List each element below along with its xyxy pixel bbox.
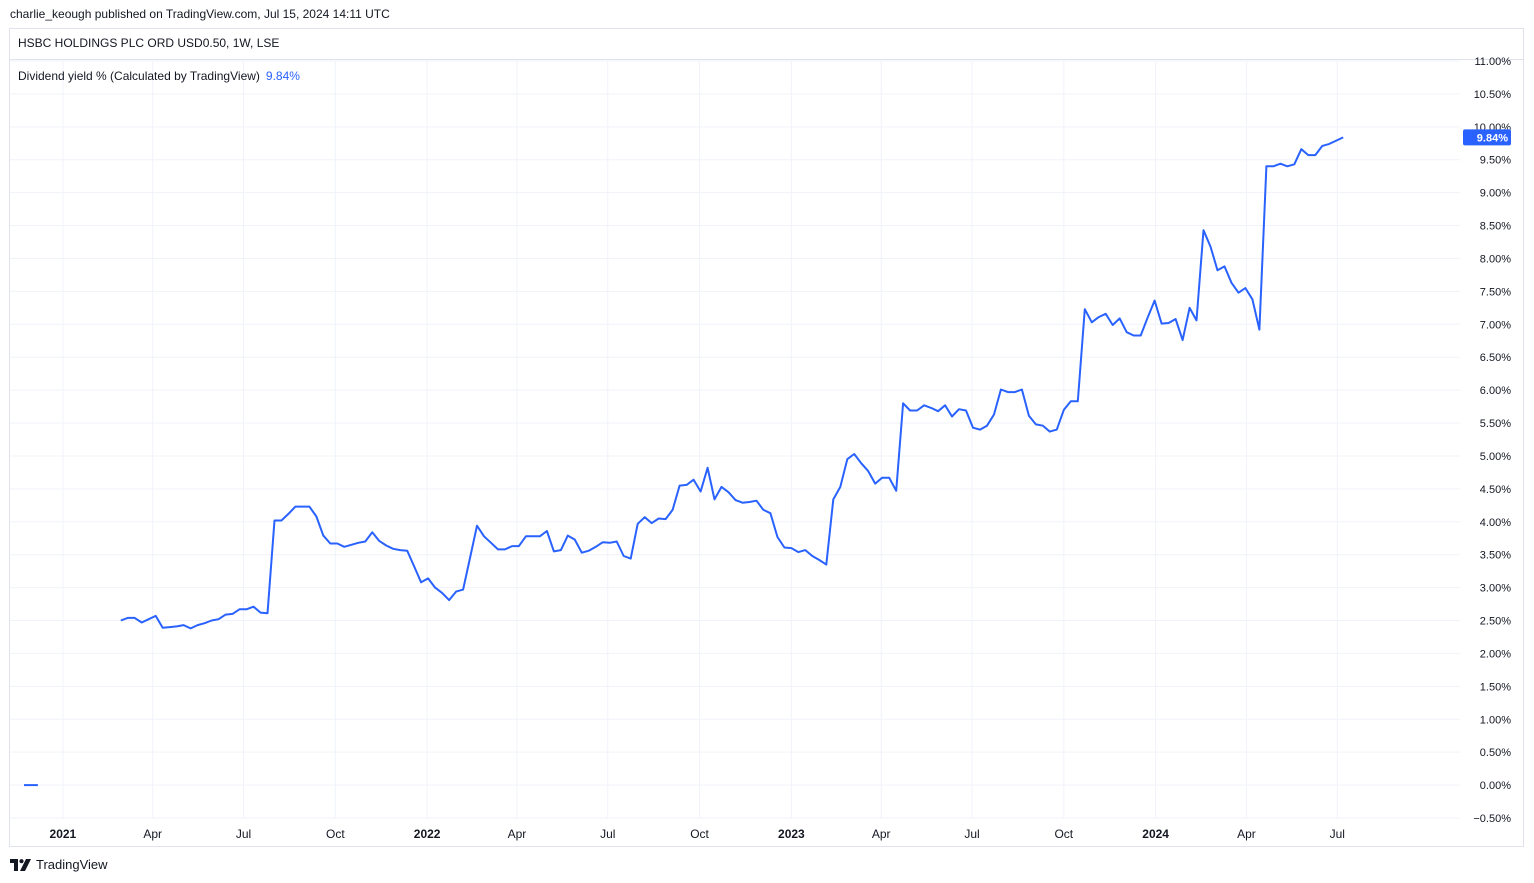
symbol-bar: HSBC HOLDINGS PLC ORD USD0.50, 1W, LSE: [9, 28, 1524, 60]
chart-frame: [9, 28, 1524, 847]
x-tick-label: Jul: [236, 827, 251, 841]
x-tick-label: Apr: [1237, 827, 1256, 841]
y-tick-label: 3.50%: [1480, 550, 1511, 562]
y-tick-label: 1.00%: [1480, 714, 1511, 726]
y-tick-label: 9.00%: [1480, 188, 1511, 200]
published-by-line: charlie_keough published on TradingView.…: [10, 7, 390, 21]
x-tick-label: 2024: [1142, 827, 1169, 841]
series-line[interactable]: [120, 136, 1344, 630]
y-tick-label: 0.50%: [1480, 747, 1511, 759]
x-tick-label: Jul: [1330, 827, 1345, 841]
y-tick-label: 3.00%: [1480, 583, 1511, 595]
x-tick-label: Oct: [326, 827, 345, 841]
y-tick-label: 2.00%: [1480, 648, 1511, 660]
y-tick-label: 0.00%: [1480, 780, 1511, 792]
indicator-legend[interactable]: Dividend yield % (Calculated by TradingV…: [18, 69, 300, 83]
y-tick-label: 2.50%: [1480, 616, 1511, 628]
x-tick-label: 2021: [50, 827, 77, 841]
indicator-value: 9.84%: [265, 69, 300, 83]
x-tick-label: 2023: [778, 827, 805, 841]
symbol-title[interactable]: HSBC HOLDINGS PLC ORD USD0.50, 1W, LSE: [18, 36, 280, 50]
brand-name: TradingView: [36, 857, 108, 872]
x-tick-label: Oct: [690, 827, 709, 841]
y-tick-label: 11.00%: [1475, 56, 1512, 68]
x-tick-label: Jul: [964, 827, 979, 841]
last-value-label: 9.84%: [1477, 132, 1508, 144]
x-tick-label: Oct: [1054, 827, 1073, 841]
y-tick-label: −0.50%: [1473, 813, 1511, 825]
y-tick-label: 5.00%: [1480, 451, 1511, 463]
y-tick-label: 7.50%: [1480, 286, 1511, 298]
indicator-label: Dividend yield % (Calculated by TradingV…: [18, 69, 260, 83]
x-tick-label: Apr: [143, 827, 162, 841]
x-tick-label: Apr: [508, 827, 527, 841]
y-tick-label: 7.00%: [1480, 319, 1511, 331]
y-tick-label: 6.50%: [1480, 352, 1511, 364]
last-value-badge: [1463, 129, 1511, 146]
y-tick-label: 8.50%: [1480, 221, 1511, 233]
y-tick-label: 6.00%: [1480, 385, 1511, 397]
y-tick-label: 9.50%: [1480, 155, 1511, 167]
tradingview-logo-icon: [10, 858, 31, 871]
y-tick-label: 4.00%: [1480, 517, 1511, 529]
y-tick-label: 4.50%: [1480, 484, 1511, 496]
y-tick-label: 5.50%: [1480, 418, 1511, 430]
y-tick-label: 10.50%: [1474, 89, 1512, 101]
x-tick-label: Apr: [872, 827, 891, 841]
y-tick-label: 8.00%: [1480, 253, 1511, 265]
tradingview-brand[interactable]: TradingView: [10, 857, 108, 872]
x-tick-label: Jul: [600, 827, 615, 841]
x-tick-label: 2022: [414, 827, 441, 841]
y-tick-label: 1.50%: [1480, 681, 1511, 693]
